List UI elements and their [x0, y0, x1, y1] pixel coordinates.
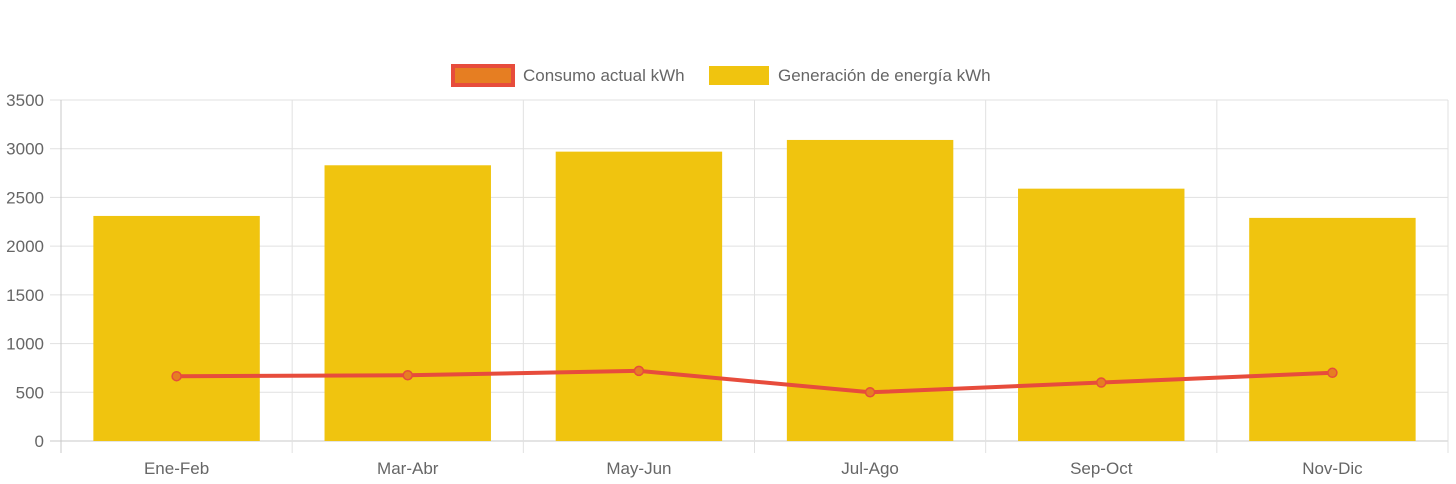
x-tick-label: Ene-Feb [144, 459, 209, 478]
point-consumo [402, 369, 413, 381]
legend-label-consumo[interactable]: Consumo actual kWh [523, 66, 685, 85]
y-tick-label: 500 [16, 383, 44, 402]
bar-generacion [1018, 188, 1185, 441]
x-tick-label: Mar-Abr [377, 459, 439, 478]
grid [50, 99, 1449, 453]
point-consumo [633, 365, 645, 377]
x-tick-label: May-Jun [606, 459, 671, 478]
y-tick-label: 3500 [6, 91, 44, 110]
bar-generacion [93, 215, 260, 441]
point-consumo [1327, 367, 1338, 379]
y-tick-label: 3000 [6, 140, 44, 159]
y-axis: 0 500 1000 1500 2000 2500 3000 3500 [6, 91, 44, 451]
x-tick-label: Nov-Dic [1302, 459, 1363, 478]
bar-generacion [555, 151, 723, 441]
x-tick-label: Jul-Ago [841, 459, 899, 478]
y-tick-label: 0 [35, 432, 44, 451]
y-tick-label: 2500 [6, 188, 44, 207]
bar-series [93, 139, 1416, 441]
bar-generacion [324, 165, 491, 441]
line-consumo [176, 368, 1333, 395]
y-tick-label: 1500 [6, 286, 44, 305]
x-tick-label: Sep-Oct [1070, 459, 1133, 478]
bar-generacion [1249, 217, 1416, 441]
point-consumo [864, 387, 876, 398]
y-tick-label: 2000 [6, 237, 44, 256]
legend-swatch-consumo[interactable] [451, 64, 515, 87]
y-tick-label: 1000 [6, 335, 44, 354]
legend-label-generacion[interactable]: Generación de energía kWh [778, 66, 991, 85]
point-consumo [1096, 377, 1107, 388]
line-series [171, 365, 1338, 398]
legend-swatch-generacion[interactable] [709, 66, 769, 85]
point-consumo [171, 370, 182, 382]
legend: Consumo actual kWh Generación de energía… [451, 64, 991, 87]
x-axis: Ene-Feb Mar-Abr May-Jun Jul-Ago Sep-Oct Nov-D… [144, 459, 1363, 478]
